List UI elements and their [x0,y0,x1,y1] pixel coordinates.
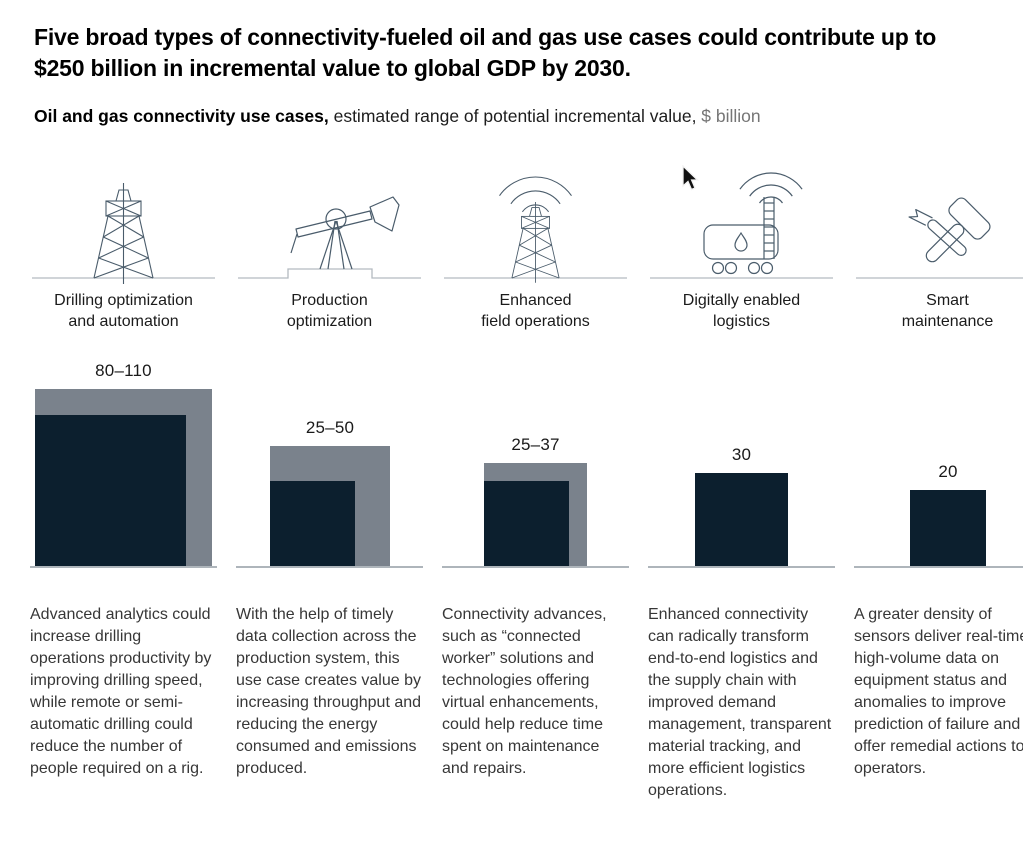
exhibit-header: Five broad types of connectivity-fueled … [0,0,1023,127]
page-title: Five broad types of connectivity-fueled … [34,24,937,81]
chart-subtitle-unit: $ billion [696,106,761,126]
mouse-cursor [682,165,700,191]
bar-value-label: 80–110 [95,361,152,380]
chart-subtitle-regular: estimated range of potential incremental… [328,106,697,126]
oil-derrick-icon [32,182,215,285]
pumpjack-icon [238,196,421,279]
use-case-column-maintenance: Smart maintenance 20 A greater density o… [854,163,1023,802]
use-case-column-drilling: Drilling optimization and automation 80–… [30,163,217,802]
use-case-column-field-ops: Enhanced field operations 25–37 Connecti… [442,163,629,802]
use-case-description: Enhanced connectivity can radically tran… [648,606,832,799]
chart-area: Drilling optimization and automation 80–… [0,127,1023,802]
chart-subtitle-bold: Oil and gas connectivity use cases, [34,106,329,126]
use-case-title: Smart maintenance [901,292,994,330]
range-low-bar [695,473,788,566]
range-low-bar [910,490,986,566]
bar-group: 80–110 [30,338,217,568]
use-case-description: A greater density of sensors deliver rea… [854,606,1023,777]
use-case-title: Digitally enabled logistics [682,292,801,330]
crossed-tools-icon [856,197,1023,279]
use-case-column-logistics: Digitally enabled logistics 30 Enhanced … [648,163,835,802]
range-low-bar [35,415,186,566]
bar-value-label: 20 [938,462,958,481]
bar-group: 25–50 [236,338,423,568]
use-case-title: Production optimization [286,292,373,330]
connected-derrick-icon [444,176,627,284]
bar-value-label: 30 [731,445,752,464]
bar-group: 20 [854,338,1023,568]
bar-value-label: 25–50 [305,418,355,437]
use-case-description: With the help of timely data collection … [236,606,422,777]
use-case-description: Connectivity advances, such as “connecte… [442,606,607,777]
use-case-title: Enhanced field operations [481,292,590,330]
chart-subtitle: Oil and gas connectivity use cases, esti… [34,105,989,127]
bar-group: 30 [648,338,835,568]
range-low-bar [270,481,355,566]
use-case-title: Drilling optimization and automation [54,292,193,330]
use-case-column-production: Production optimization 25–50 With the h… [236,163,423,802]
range-low-bar [484,481,569,566]
bar-value-label: 25–37 [511,435,560,454]
use-case-description: Advanced analytics could increase drilli… [30,606,212,777]
connected-tanker-icon [650,172,833,279]
bar-group: 25–37 [442,338,629,568]
